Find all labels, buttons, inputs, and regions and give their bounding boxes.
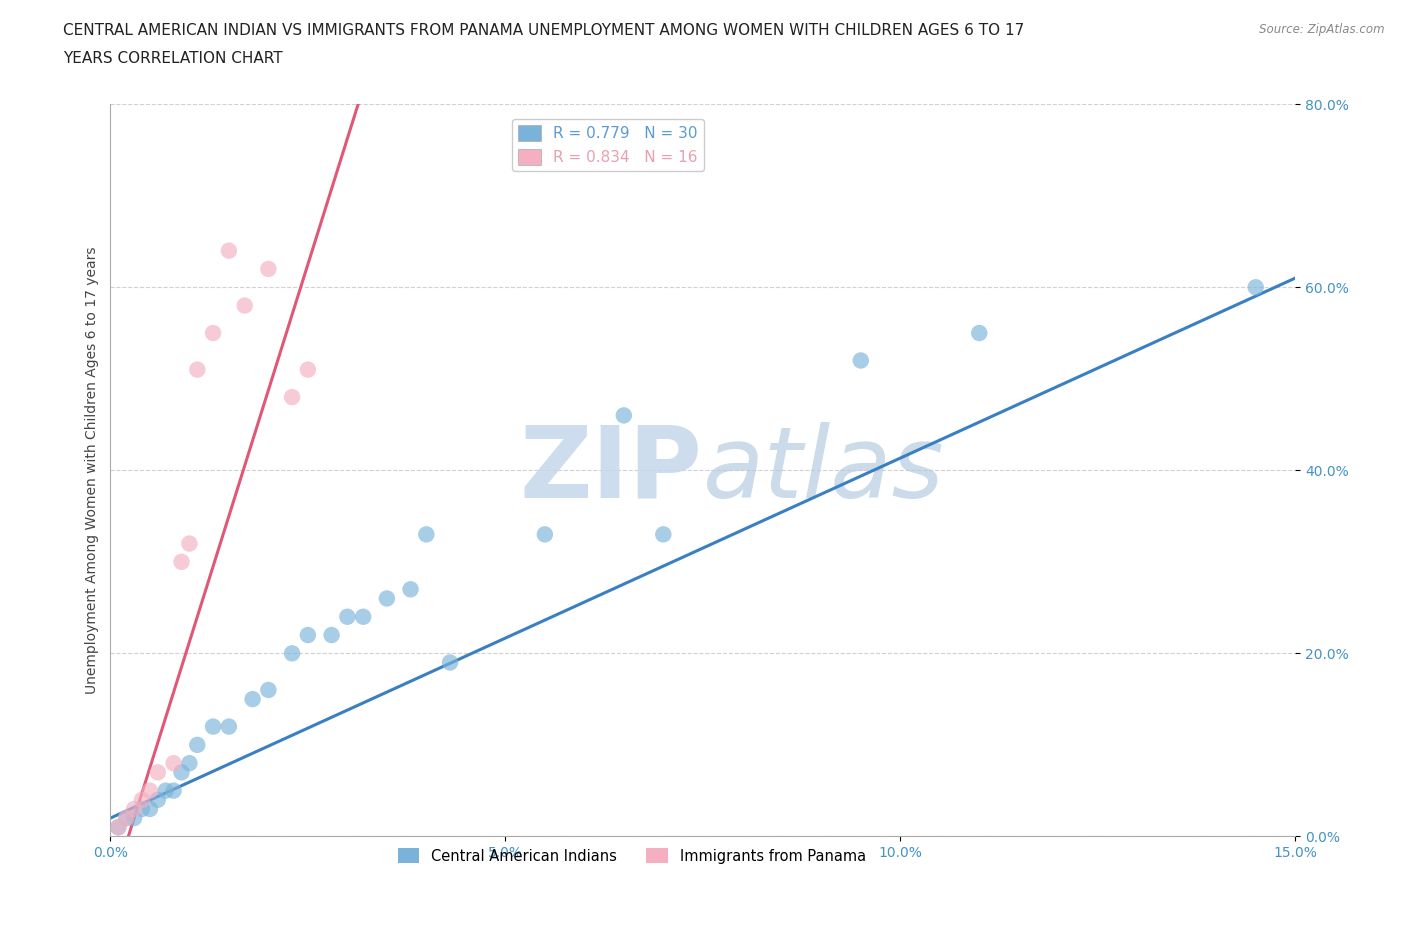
Point	[375, 591, 398, 605]
Point	[107, 820, 129, 835]
Legend: Central American Indians, Immigrants from Panama: Central American Indians, Immigrants fro…	[392, 843, 872, 870]
Point	[849, 353, 872, 368]
Point	[170, 554, 193, 569]
Point	[297, 628, 319, 643]
Text: atlas: atlas	[703, 422, 945, 519]
Point	[652, 527, 675, 542]
Point	[139, 802, 162, 817]
Point	[202, 326, 225, 340]
Point	[352, 609, 374, 624]
Point	[170, 764, 193, 779]
Point	[218, 244, 240, 259]
Point	[115, 811, 138, 826]
Point	[257, 261, 280, 276]
Text: ZIP: ZIP	[520, 422, 703, 519]
Point	[131, 792, 153, 807]
Point	[233, 299, 256, 313]
Point	[242, 692, 264, 707]
Point	[162, 783, 184, 798]
Point	[122, 802, 145, 817]
Point	[146, 792, 169, 807]
Point	[155, 783, 177, 798]
Point	[115, 811, 138, 826]
Point	[336, 609, 359, 624]
Point	[179, 756, 201, 771]
Text: Source: ZipAtlas.com: Source: ZipAtlas.com	[1260, 23, 1385, 36]
Point	[439, 655, 461, 670]
Point	[399, 582, 422, 597]
Point	[202, 719, 225, 734]
Point	[967, 326, 990, 340]
Point	[415, 527, 437, 542]
Text: CENTRAL AMERICAN INDIAN VS IMMIGRANTS FROM PANAMA UNEMPLOYMENT AMONG WOMEN WITH : CENTRAL AMERICAN INDIAN VS IMMIGRANTS FR…	[63, 23, 1025, 38]
Point	[131, 802, 153, 817]
Point	[534, 527, 557, 542]
Point	[1244, 280, 1267, 295]
Point	[122, 811, 145, 826]
Point	[281, 646, 304, 661]
Point	[186, 362, 208, 377]
Point	[162, 756, 184, 771]
Point	[257, 683, 280, 698]
Point	[179, 536, 201, 551]
Point	[281, 390, 304, 405]
Point	[107, 820, 129, 835]
Point	[139, 783, 162, 798]
Point	[613, 408, 636, 423]
Point	[218, 719, 240, 734]
Text: YEARS CORRELATION CHART: YEARS CORRELATION CHART	[63, 51, 283, 66]
Point	[146, 764, 169, 779]
Point	[297, 362, 319, 377]
Point	[321, 628, 343, 643]
Point	[186, 737, 208, 752]
Y-axis label: Unemployment Among Women with Children Ages 6 to 17 years: Unemployment Among Women with Children A…	[86, 246, 100, 694]
